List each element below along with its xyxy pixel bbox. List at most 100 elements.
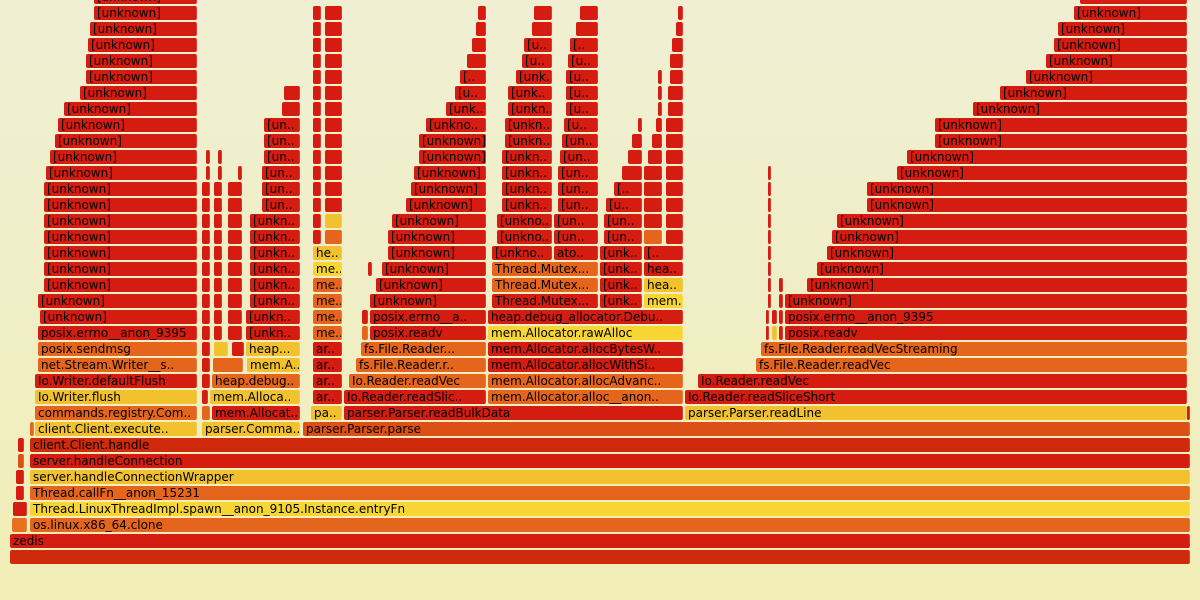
flame-frame[interactable]: [unknown] [406, 198, 486, 212]
flame-frame[interactable] [16, 486, 24, 500]
flame-frame[interactable]: [unknown] [1026, 70, 1187, 84]
flame-frame[interactable] [325, 150, 342, 164]
flame-frame[interactable]: [unkn.. [505, 118, 552, 132]
flame-frame[interactable] [532, 22, 552, 36]
flame-frame[interactable] [467, 54, 486, 68]
flame-frame[interactable]: [u.. [524, 38, 552, 52]
flame-frame[interactable] [325, 6, 342, 20]
flame-frame[interactable] [768, 166, 771, 180]
flame-frame[interactable]: Io.Writer.flush [35, 390, 197, 404]
flame-frame[interactable]: ato.. [554, 246, 598, 260]
flame-frame[interactable]: [u.. [522, 54, 552, 68]
flame-frame[interactable]: [un.. [262, 198, 300, 212]
flame-frame[interactable]: [unk.. [600, 246, 642, 260]
flame-frame[interactable]: [unknown] [1000, 86, 1187, 100]
flame-frame[interactable] [202, 326, 210, 340]
flame-frame[interactable] [214, 230, 222, 244]
flame-frame[interactable] [672, 38, 683, 52]
flame-frame[interactable] [218, 166, 222, 180]
flame-frame[interactable] [768, 278, 771, 292]
flame-frame[interactable]: [unkn.. [502, 198, 552, 212]
flame-frame[interactable]: heap.debug.. [212, 374, 300, 388]
flame-frame[interactable] [214, 342, 228, 356]
flame-frame[interactable]: [unknown] [64, 102, 197, 116]
flame-frame[interactable]: posix.sendmsg [38, 342, 197, 356]
flame-frame[interactable]: [unkn.. [250, 214, 300, 228]
flame-frame[interactable]: [unknown] [58, 118, 197, 132]
flame-frame[interactable] [202, 390, 208, 404]
flame-frame[interactable]: [unknown] [88, 38, 197, 52]
flame-frame[interactable]: [unkn.. [250, 278, 300, 292]
flame-frame[interactable]: [unknown] [392, 214, 486, 228]
flame-frame[interactable] [325, 214, 342, 228]
flame-frame[interactable]: [un.. [558, 182, 598, 196]
flame-frame[interactable] [202, 310, 210, 324]
flame-frame[interactable] [658, 70, 662, 84]
flame-frame[interactable] [214, 294, 222, 308]
flame-frame[interactable] [284, 86, 300, 100]
flame-frame[interactable] [313, 214, 321, 228]
flame-frame[interactable] [206, 166, 210, 180]
flame-frame[interactable] [18, 454, 24, 468]
flame-frame[interactable] [658, 86, 662, 100]
flame-frame[interactable]: [.. [570, 38, 598, 52]
flame-frame[interactable] [772, 326, 777, 340]
flame-frame[interactable] [666, 214, 683, 228]
flame-frame[interactable]: fs.File.Reader.readVecStreaming [761, 342, 1187, 356]
flame-frame[interactable] [228, 182, 242, 196]
flame-frame[interactable] [228, 278, 242, 292]
flame-frame[interactable]: [unknown] [38, 294, 197, 308]
flame-frame[interactable] [779, 278, 783, 292]
flame-frame[interactable] [779, 310, 783, 324]
flame-frame[interactable]: [unknown] [44, 246, 197, 260]
flame-frame[interactable]: [unknown] [817, 262, 1187, 276]
flame-frame[interactable]: [unknown] [94, 0, 197, 4]
flame-frame[interactable]: posix.errno__a.. [370, 310, 486, 324]
flame-frame[interactable]: me.. [313, 310, 342, 324]
flame-frame[interactable]: [unknown] [1046, 54, 1187, 68]
flame-frame[interactable]: me.. [313, 278, 342, 292]
flame-frame[interactable] [644, 230, 662, 244]
flame-frame[interactable]: [unkn.. [250, 246, 300, 260]
flame-frame[interactable]: [unkn.. [502, 182, 552, 196]
flame-frame[interactable]: [unk.. [600, 294, 642, 308]
flame-frame[interactable] [325, 38, 342, 52]
flame-frame[interactable]: Io.Writer.defaultFlush [35, 374, 197, 388]
flame-frame[interactable] [12, 518, 27, 532]
flame-frame[interactable] [666, 118, 683, 132]
flame-frame[interactable]: ar.. [313, 390, 342, 404]
flame-frame[interactable]: mem... [644, 294, 683, 308]
flame-frame[interactable] [325, 102, 342, 116]
flame-frame[interactable]: [.. [614, 182, 642, 196]
flame-frame[interactable]: server.handleConnectionWrapper [30, 470, 1190, 484]
flame-frame[interactable] [282, 102, 300, 116]
flame-frame[interactable]: [unknown] [1054, 38, 1187, 52]
flame-frame[interactable]: client.Client.handle [30, 438, 1190, 452]
flame-frame[interactable]: mem.Alloca.. [210, 390, 300, 404]
flame-frame[interactable]: [un.. [264, 150, 300, 164]
flame-frame[interactable]: [unknown] [935, 118, 1187, 132]
flame-frame[interactable]: [un.. [604, 230, 642, 244]
flame-frame[interactable] [214, 182, 222, 196]
flame-frame[interactable]: ar.. [313, 358, 342, 372]
flame-frame[interactable] [638, 118, 642, 132]
flame-frame[interactable]: [unk.. [516, 70, 552, 84]
flame-frame[interactable]: [u.. [566, 70, 598, 84]
flame-frame[interactable] [472, 38, 486, 52]
flame-frame[interactable] [313, 118, 321, 132]
flame-frame[interactable] [678, 6, 683, 20]
flame-frame[interactable] [214, 278, 222, 292]
flame-frame[interactable]: mem.Allocator.rawAlloc [488, 326, 683, 340]
flame-frame[interactable]: [unknown] [44, 230, 197, 244]
flame-frame[interactable] [228, 294, 242, 308]
flame-frame[interactable] [202, 374, 210, 388]
flame-frame[interactable] [214, 246, 222, 260]
flame-frame[interactable]: [unkn.. [250, 262, 300, 276]
flame-frame[interactable] [676, 22, 683, 36]
flame-frame[interactable]: server.handleConnection [30, 454, 1190, 468]
flame-frame[interactable]: [unknown] [44, 262, 197, 276]
flame-frame[interactable]: ar.. [313, 342, 342, 356]
flame-frame[interactable]: mem.Allocat.. [212, 406, 300, 420]
flame-frame[interactable] [362, 310, 368, 324]
flame-frame[interactable]: [unknown] [973, 102, 1187, 116]
